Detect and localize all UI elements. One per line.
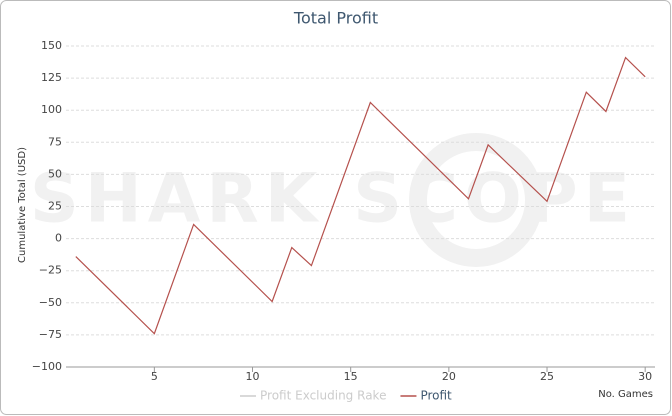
x-tick-label: 30	[638, 370, 652, 383]
y-tick-label: 150	[41, 39, 62, 52]
y-axis-label: Cumulative Total (USD)	[17, 147, 28, 263]
y-tick-label: −50	[39, 296, 62, 309]
y-tick-label: 0	[55, 232, 62, 245]
x-axis-label: No. Games	[598, 389, 653, 400]
series-line	[75, 56, 646, 335]
x-tick-label: 10	[246, 370, 260, 383]
y-tick-label: −75	[39, 328, 62, 341]
y-tick-label: 125	[41, 71, 62, 84]
x-tick-label: 20	[442, 370, 456, 383]
legend-label[interactable]: Profit	[420, 389, 452, 403]
legend-label[interactable]: Profit Excluding Rake	[260, 389, 386, 403]
y-tick-label: −25	[39, 264, 62, 277]
chart-title: Total Profit	[293, 9, 378, 28]
x-tick-label: 5	[151, 370, 158, 383]
y-tick-label: 25	[48, 200, 62, 213]
x-tick-label: 25	[540, 370, 554, 383]
y-tick-label: 100	[41, 103, 62, 116]
x-tick-label: 15	[344, 370, 358, 383]
y-tick-label: 50	[48, 167, 62, 180]
y-tick-label: −100	[32, 360, 62, 373]
y-tick-label: 75	[48, 135, 62, 148]
